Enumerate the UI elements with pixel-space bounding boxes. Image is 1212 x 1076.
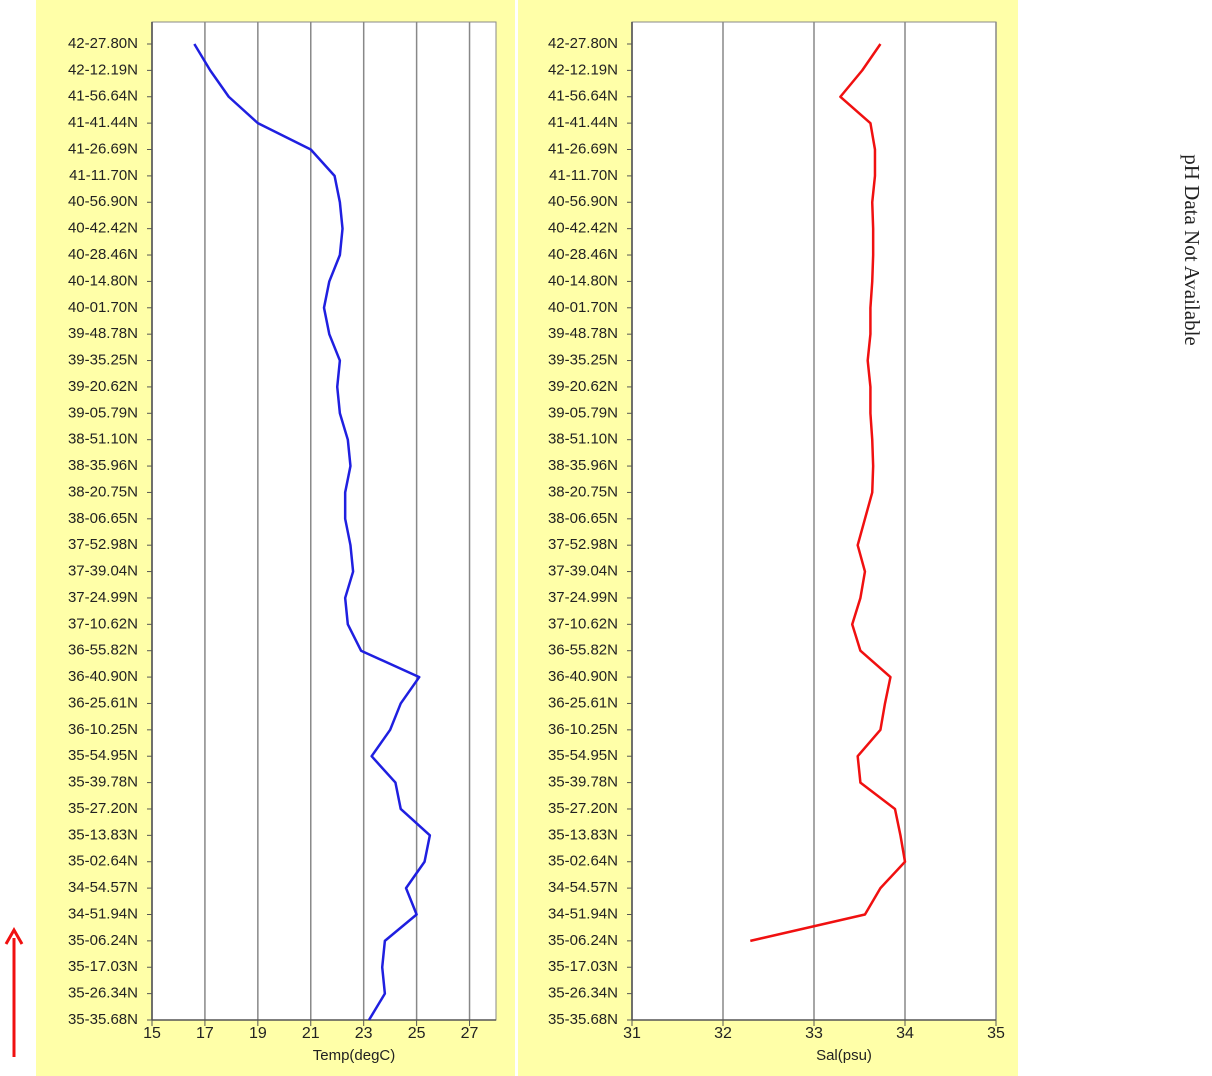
y-tick-label: 41-41.44N xyxy=(548,114,618,131)
y-tick-label: 41-26.69N xyxy=(548,140,618,157)
y-tick-label: 40-01.70N xyxy=(68,299,138,316)
y-tick-label: 41-11.70N xyxy=(549,167,618,184)
y-tick-label: 42-12.19N xyxy=(548,61,618,78)
y-tick-label: 41-56.64N xyxy=(548,88,618,105)
x-tick-label: 23 xyxy=(355,1025,373,1042)
y-tick-label: 35-35.68N xyxy=(68,1011,138,1028)
y-tick-label: 40-42.42N xyxy=(548,220,618,237)
y-tick-label: 40-28.46N xyxy=(68,246,138,263)
y-tick-label: 34-51.94N xyxy=(548,905,618,922)
y-tick-label: 35-39.78N xyxy=(548,774,618,791)
y-tick-label: 41-26.69N xyxy=(68,140,138,157)
y-tick-label: 37-10.62N xyxy=(548,615,618,632)
y-tick-label: 42-27.80N xyxy=(548,35,618,52)
x-tick-label: 21 xyxy=(302,1025,320,1042)
y-tick-label: 35-27.20N xyxy=(548,800,618,817)
y-tick-label: 34-54.57N xyxy=(548,879,618,896)
x-tick-label: 32 xyxy=(714,1025,732,1042)
x-tick-label: 17 xyxy=(196,1025,214,1042)
x-tick-label: 34 xyxy=(896,1025,914,1042)
x-tick-label: 19 xyxy=(249,1025,267,1042)
x-tick-label: 31 xyxy=(623,1025,641,1042)
y-tick-label: 35-13.83N xyxy=(68,826,138,843)
y-tick-label: 37-39.04N xyxy=(548,563,618,580)
y-tick-label: 40-28.46N xyxy=(548,246,618,263)
y-tick-label: 42-27.80N xyxy=(68,35,138,52)
y-tick-label: 39-20.62N xyxy=(68,378,138,395)
y-tick-label: 35-17.03N xyxy=(68,958,138,975)
y-tick-label: 34-51.94N xyxy=(68,905,138,922)
y-tick-label: 36-40.90N xyxy=(68,668,138,685)
y-tick-label: 41-41.44N xyxy=(68,114,138,131)
y-tick-label: 41-56.64N xyxy=(68,88,138,105)
y-tick-label: 36-10.25N xyxy=(68,721,138,738)
x-axis-label: Temp(degC) xyxy=(313,1047,396,1064)
y-tick-label: 38-06.65N xyxy=(68,510,138,527)
y-tick-label: 35-13.83N xyxy=(548,826,618,843)
y-tick-label: 35-02.64N xyxy=(68,853,138,870)
y-tick-label: 39-05.79N xyxy=(548,404,618,421)
y-tick-label: 40-56.90N xyxy=(548,193,618,210)
y-tick-label: 35-17.03N xyxy=(548,958,618,975)
x-tick-label: 35 xyxy=(987,1025,1005,1042)
y-tick-label: 35-26.34N xyxy=(68,985,138,1002)
x-tick-label: 27 xyxy=(461,1025,479,1042)
y-tick-label: 34-54.57N xyxy=(68,879,138,896)
y-tick-label: 35-06.24N xyxy=(548,932,618,949)
y-tick-label: 36-55.82N xyxy=(68,642,138,659)
y-tick-label: 39-20.62N xyxy=(548,378,618,395)
y-tick-label: 35-27.20N xyxy=(68,800,138,817)
y-tick-label: 38-35.96N xyxy=(548,457,618,474)
x-tick-label: 15 xyxy=(143,1025,161,1042)
y-tick-label: 39-35.25N xyxy=(548,352,618,369)
y-tick-label: 36-10.25N xyxy=(548,721,618,738)
data-line xyxy=(750,43,907,943)
y-tick-label: 38-51.10N xyxy=(548,431,618,448)
y-tick-label: 35-06.24N xyxy=(68,932,138,949)
y-tick-label: 39-05.79N xyxy=(68,404,138,421)
data-line xyxy=(193,43,432,1021)
y-tick-label: 40-56.90N xyxy=(68,193,138,210)
side-note: pH Data Not Available xyxy=(1180,154,1204,345)
y-tick-label: 35-35.68N xyxy=(548,1011,618,1028)
y-tick-label: 37-52.98N xyxy=(68,536,138,553)
y-tick-label: 35-39.78N xyxy=(68,774,138,791)
y-tick-label: 37-39.04N xyxy=(68,563,138,580)
y-tick-label: 36-55.82N xyxy=(548,642,618,659)
y-tick-label: 36-25.61N xyxy=(548,694,618,711)
x-axis-label: Sal(psu) xyxy=(816,1047,872,1064)
y-tick-label: 37-10.62N xyxy=(68,615,138,632)
y-tick-label: 38-20.75N xyxy=(68,483,138,500)
y-tick-label: 38-51.10N xyxy=(68,431,138,448)
y-tick-label: 37-52.98N xyxy=(548,536,618,553)
x-tick-label: 33 xyxy=(805,1025,823,1042)
y-tick-label: 39-48.78N xyxy=(68,325,138,342)
y-tick-label: 38-06.65N xyxy=(548,510,618,527)
y-tick-label: 35-26.34N xyxy=(548,985,618,1002)
y-tick-label: 41-11.70N xyxy=(69,167,138,184)
y-tick-label: 40-01.70N xyxy=(548,299,618,316)
y-tick-label: 40-14.80N xyxy=(68,272,138,289)
y-tick-label: 42-12.19N xyxy=(68,61,138,78)
y-tick-label: 37-24.99N xyxy=(68,589,138,606)
x-tick-label: 25 xyxy=(408,1025,426,1042)
y-tick-label: 38-20.75N xyxy=(548,483,618,500)
y-tick-label: 39-35.25N xyxy=(68,352,138,369)
y-tick-label: 36-25.61N xyxy=(68,694,138,711)
y-tick-label: 35-54.95N xyxy=(68,747,138,764)
y-tick-label: 39-48.78N xyxy=(548,325,618,342)
y-tick-label: 37-24.99N xyxy=(548,589,618,606)
y-tick-label: 35-02.64N xyxy=(548,853,618,870)
y-tick-label: 40-42.42N xyxy=(68,220,138,237)
y-tick-label: 35-54.95N xyxy=(548,747,618,764)
y-tick-label: 38-35.96N xyxy=(68,457,138,474)
direction-arrow-head xyxy=(4,926,24,945)
plot-area xyxy=(151,21,497,1021)
y-tick-label: 40-14.80N xyxy=(548,272,618,289)
y-tick-label: 36-40.90N xyxy=(548,668,618,685)
